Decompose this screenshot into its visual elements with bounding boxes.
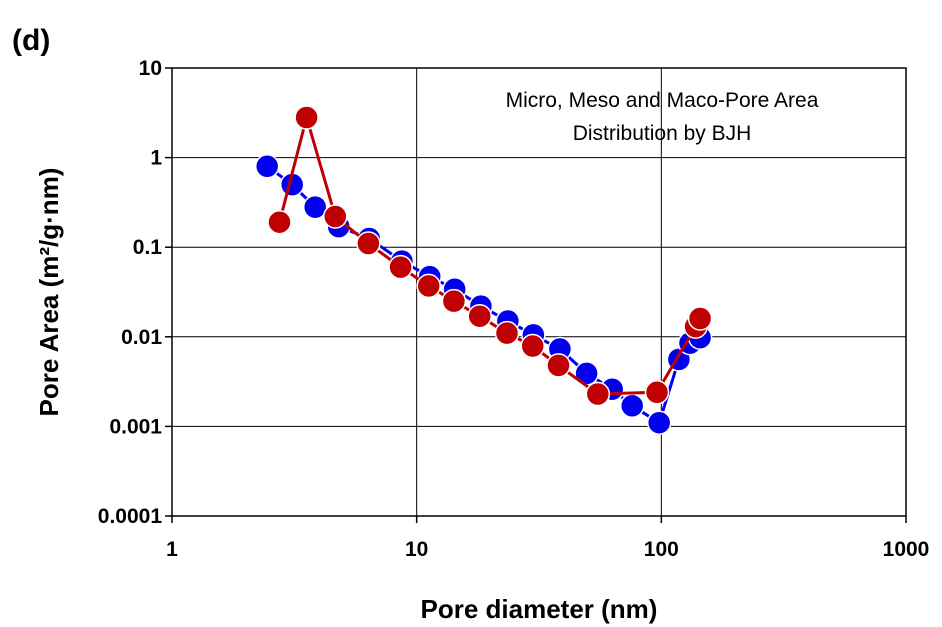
data-point [267,209,292,235]
data-point [356,231,381,256]
data-point [416,273,441,299]
data-point [585,381,611,407]
y-tick-label: 1 [150,147,162,170]
x-axis-label: Pore diameter (nm) [421,594,658,624]
data-point [520,333,545,359]
series-line [278,111,702,396]
data-point [441,288,467,314]
data-point [687,306,713,331]
x-tick-label: 1 [166,538,178,561]
data-point [546,353,571,378]
data-point [646,410,672,435]
data-point [494,320,520,346]
plot-area-frame [171,67,907,517]
y-tick-label: 0.1 [133,236,163,259]
y-tick-label: 0.0001 [98,505,163,528]
annotation-line-1: Micro, Meso and Maco-Pore Area [506,89,819,112]
data-point [467,303,492,329]
annotation-line-2: Distribution by BJH [573,122,752,145]
x-tick-label: 100 [644,538,679,561]
y-axis-ticks: 10 1 0.1 0.01 0.001 0.0001 [98,57,172,528]
gridlines [172,68,906,516]
data-point [388,254,413,280]
data-point [619,393,645,419]
data-point [302,194,328,220]
y-axis-label: Pore Area (m²/g·nm) [34,168,64,417]
panel-label: (d) [12,24,50,57]
y-tick-label: 0.01 [121,326,162,349]
y-tick-label: 10 [139,57,162,80]
x-axis-ticks: 1 10 100 1000 [166,516,929,561]
data-point [294,105,319,130]
series-layer [254,105,713,435]
data-point [323,204,348,229]
x-tick-label: 10 [405,538,428,561]
data-point [254,154,280,179]
x-tick-label: 1000 [883,538,930,561]
series-2 [267,105,713,407]
y-tick-label: 0.001 [109,415,162,438]
data-point [644,380,670,405]
